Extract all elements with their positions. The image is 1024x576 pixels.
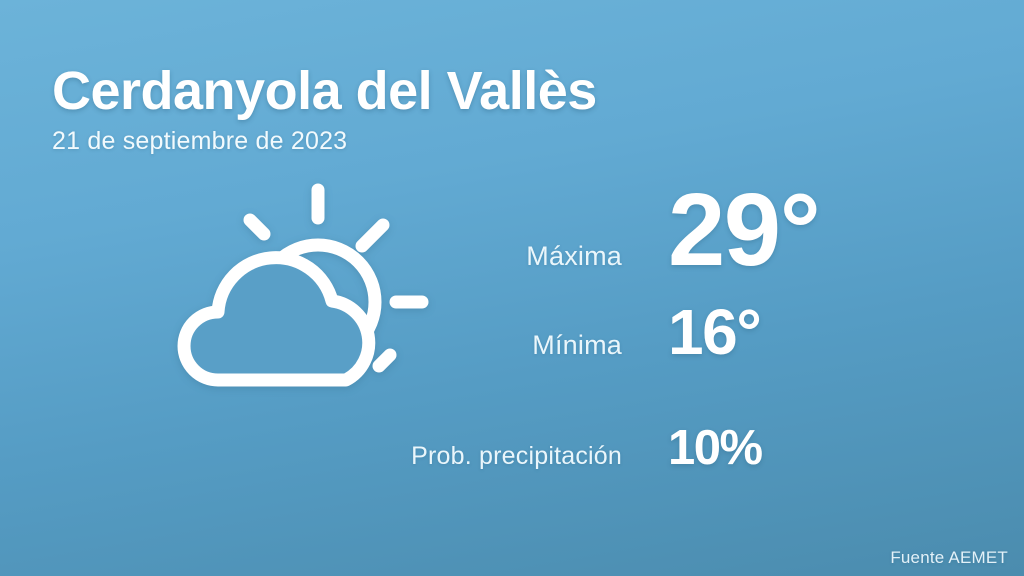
forecast-date: 21 de septiembre de 2023 xyxy=(52,127,348,156)
partly-cloudy-icon xyxy=(150,180,450,410)
source-attribution: Fuente AEMET xyxy=(890,548,1008,567)
sun-ray-lower-right xyxy=(372,348,397,373)
max-temperature-label: Máxima xyxy=(526,241,622,271)
precipitation-probability-row: Prob. precipitación 10% xyxy=(400,424,960,484)
sun-ray-upper-right xyxy=(355,218,390,253)
city-title: Cerdanyola del Vallès xyxy=(52,61,597,121)
card-header: Cerdanyola del Vallès 21 de septiembre d… xyxy=(52,62,912,156)
max-temperature-value: 29° xyxy=(668,172,821,287)
cloud-shape-icon xyxy=(177,251,376,387)
sun-rays-icon xyxy=(243,183,429,373)
max-temperature-row: Máxima 29° xyxy=(400,178,960,300)
precipitation-probability-label: Prob. precipitación xyxy=(411,442,622,470)
min-temperature-row: Mínima 16° xyxy=(400,300,960,424)
min-temperature-value: 16° xyxy=(668,296,762,368)
min-temperature-label: Mínima xyxy=(532,330,622,360)
readings-list: Máxima 29° Mínima 16° Prob. precipitació… xyxy=(400,178,960,484)
sun-ray-upper-left xyxy=(243,213,271,241)
precipitation-probability-value: 10% xyxy=(668,421,763,475)
